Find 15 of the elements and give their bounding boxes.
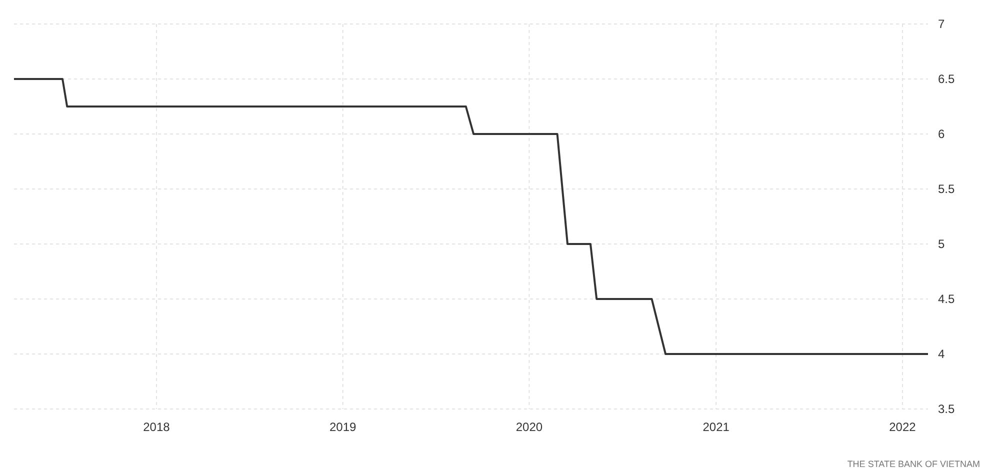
x-tick-label: 2018 (143, 420, 170, 434)
y-tick-label: 6.5 (938, 72, 956, 86)
text: THE STATE BANK OF VIETNAM (847, 459, 980, 469)
y-tick-label: 4.5 (938, 292, 956, 306)
x-tick-label: 2019 (329, 420, 357, 434)
x-tick-label: 2020 (516, 420, 543, 434)
y-tick-label: 3.5 (938, 402, 956, 416)
x-tick-label: 2022 (889, 420, 916, 434)
line-series (13, 78, 929, 355)
y-tick-label: 7 (938, 17, 945, 32)
y-tick-label: 5.5 (938, 182, 956, 196)
x-tick-label: 2021 (702, 420, 730, 434)
y-tick-label: 4 (938, 347, 945, 362)
y-tick-label: 6 (938, 127, 945, 142)
y-tick-label: 5 (938, 237, 945, 252)
